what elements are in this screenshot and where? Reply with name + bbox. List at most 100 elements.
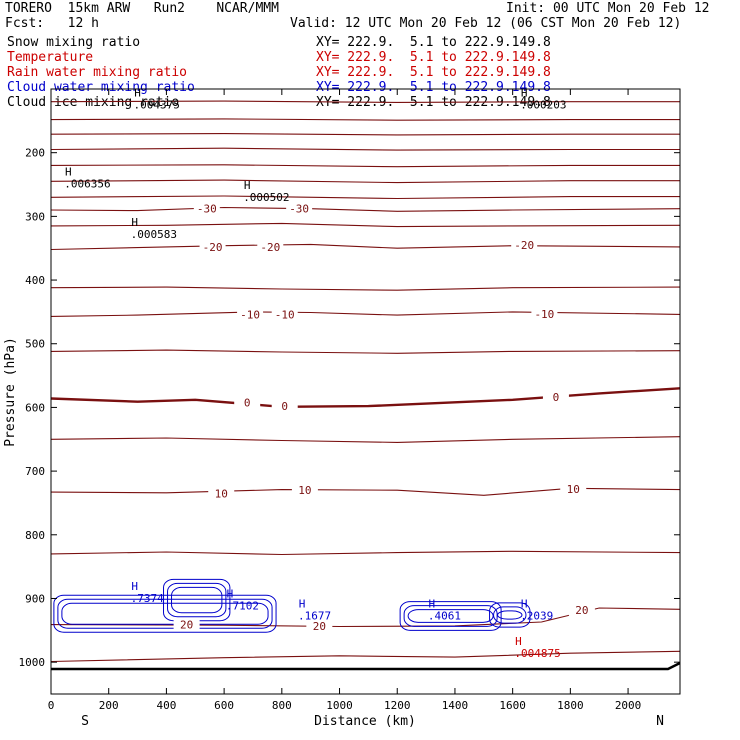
snow-max-value-2: .000583 xyxy=(131,228,177,241)
cloud-water-cells xyxy=(53,578,531,633)
cloud-water-max-value-0: .7374 xyxy=(131,592,164,605)
contour-label-15: 20 xyxy=(313,620,326,633)
contour-label-2: -20 xyxy=(203,241,223,254)
x-end-label-south: S xyxy=(81,714,89,729)
contour-label-bg-14 xyxy=(173,618,200,631)
cloud-water-max-marker-0: H xyxy=(131,580,138,593)
surface-line xyxy=(51,661,681,671)
cloud-water-cell-0-ring-0 xyxy=(53,594,277,633)
snow-max-marker-4: H xyxy=(521,87,528,100)
x-tick-label-5: 1000 xyxy=(326,699,353,712)
field-snow-name: Snow mixing ratio xyxy=(7,35,141,50)
contour-label-0: -30 xyxy=(197,203,217,216)
cloud-water-max-value-2: .1677 xyxy=(298,609,331,622)
temperature-contour-6 xyxy=(50,195,680,200)
maxima-markers: H.006356 H.000502H.000583H.004375H.000203… xyxy=(64,87,566,660)
contour-label-bg-11 xyxy=(208,487,235,500)
contour-label-13: 10 xyxy=(567,483,580,496)
cloud-water-max-marker-1: H xyxy=(227,588,234,601)
temperature-contour-11 xyxy=(50,311,681,317)
cloud-water-cell-3-ring-2 xyxy=(497,610,523,620)
temperature-contour-18 xyxy=(50,650,681,663)
y-tick-label-7: 900 xyxy=(25,592,45,605)
cloud-water-cell-1-ring-1 xyxy=(167,582,227,618)
temperature-contour-16 xyxy=(50,550,681,556)
temperature-contour-10 xyxy=(50,286,681,291)
x-tick-label-4: 800 xyxy=(272,699,292,712)
snow-max-value-0: .006356 xyxy=(64,178,110,191)
snow-max-marker-1: H xyxy=(244,179,251,192)
x-tick-label-6: 1200 xyxy=(384,699,411,712)
field-temperature-xy: XY= 222.9. 5.1 to 222.9.149.8 xyxy=(316,50,551,65)
cloud-water-max-marker-4: H xyxy=(521,597,528,610)
y-tick-label-3: 500 xyxy=(25,338,45,351)
cloud-water-cell-1-ring-2 xyxy=(171,586,223,614)
temperature-contour-5 xyxy=(50,179,680,184)
contour-label-5: -10 xyxy=(240,308,260,321)
temperature-contour-8 xyxy=(50,222,681,228)
contour-label-bg-5 xyxy=(237,308,264,321)
x-tick-label-7: 1400 xyxy=(442,699,469,712)
x-tick-label-10: 2000 xyxy=(615,699,642,712)
cloud-water-max-value-4: .2039 xyxy=(520,609,553,622)
rain-max-value-0: .004875 xyxy=(514,647,560,660)
contour-label-bg-6 xyxy=(271,308,298,321)
contour-label-bg-8 xyxy=(234,396,261,409)
cloud-water-cell-3-ring-0 xyxy=(489,602,531,628)
plot-frame xyxy=(50,88,681,695)
contour-label-bg-3 xyxy=(257,240,284,253)
snow-max-marker-3: H xyxy=(134,87,141,100)
y-tick-label-5: 700 xyxy=(25,465,45,478)
field-temperature-name: Temperature xyxy=(7,50,94,65)
forecast-hour: Fcst: 12 h xyxy=(5,16,99,31)
x-tick-label-2: 400 xyxy=(156,699,176,712)
contour-label-bg-12 xyxy=(291,484,318,497)
cloud-water-cell-2-ring-0 xyxy=(399,601,502,631)
temperature-contours xyxy=(50,100,681,671)
x-tick-label-1: 200 xyxy=(99,699,119,712)
contour-label-9: 0 xyxy=(281,400,288,413)
contour-label-11: 10 xyxy=(215,487,228,500)
y-axis-label: Pressure (hPa) xyxy=(3,337,18,447)
contour-label-bg-15 xyxy=(306,619,333,632)
y-tick-label-4: 600 xyxy=(25,401,45,414)
contour-label-bg-0 xyxy=(193,202,220,215)
contour-label-10: 0 xyxy=(553,391,560,404)
contour-label-bg-1 xyxy=(286,202,313,215)
cloud-water-cell-0-ring-1 xyxy=(57,598,273,629)
snow-max-value-4: .000203 xyxy=(520,99,566,112)
y-tick-label-8: 1000 xyxy=(19,656,46,669)
y-tick-label-0: 200 xyxy=(25,147,45,160)
y-tick-label-6: 800 xyxy=(25,529,45,542)
contour-label-12: 10 xyxy=(298,484,311,497)
x-tick-label-9: 1800 xyxy=(557,699,584,712)
temperature-contour-3 xyxy=(50,147,680,151)
temperature-contour-13 xyxy=(50,387,681,409)
contour-label-6: -10 xyxy=(275,308,295,321)
cloud-water-cell-1-ring-0 xyxy=(163,578,231,622)
field-cloud-ice-name: Cloud ice mixing ratio xyxy=(7,95,180,110)
contour-label-16: 20 xyxy=(575,604,588,617)
field-rain-name: Rain water mixing ratio xyxy=(7,65,188,80)
cloud-water-max-value-3: .4061 xyxy=(428,609,461,622)
field-rain-xy: XY= 222.9. 5.1 to 222.9.149.8 xyxy=(316,65,551,80)
contour-label-8: 0 xyxy=(244,396,251,409)
temperature-contour-9 xyxy=(50,243,681,251)
temperature-contour-2 xyxy=(50,133,680,136)
contour-label-3: -20 xyxy=(260,241,280,254)
field-snow-xy: XY= 222.9. 5.1 to 222.9.149.8 xyxy=(316,35,551,50)
contour-label-4: -20 xyxy=(514,239,534,252)
cloud-water-max-marker-3: H xyxy=(429,597,436,610)
temperature-contour-1 xyxy=(50,118,680,121)
temperature-contour-4 xyxy=(50,164,680,168)
y-tick-label-1: 300 xyxy=(25,210,45,223)
snow-max-marker-0: H xyxy=(65,166,72,179)
snow-max-marker-2: H xyxy=(131,216,138,229)
x-tick-label-3: 600 xyxy=(214,699,234,712)
contour-label-bg-7 xyxy=(531,307,558,320)
cloud-water-cell-2-ring-1 xyxy=(403,605,498,627)
contour-labels: -30 -30 -20 -20 -20 -10 -10 -10 0 0 0 10 10 10 20 20 20 xyxy=(173,202,595,633)
contour-label-14: 20 xyxy=(180,619,193,632)
